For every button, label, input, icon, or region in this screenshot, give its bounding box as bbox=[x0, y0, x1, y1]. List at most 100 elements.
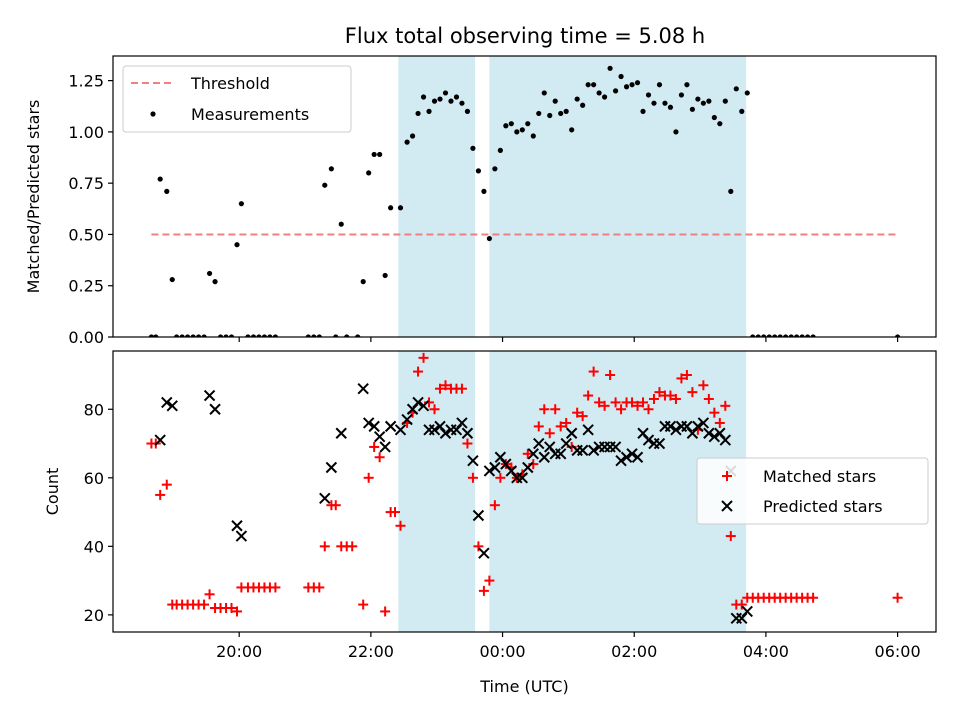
figure-title: Flux total observing time = 5.08 h bbox=[345, 24, 705, 48]
measurement-point bbox=[629, 82, 635, 88]
measurement-point bbox=[377, 151, 383, 158]
matched-star-point bbox=[161, 479, 172, 490]
measurement-point bbox=[673, 129, 679, 135]
matched-star-point bbox=[648, 393, 659, 404]
matched-star-point bbox=[522, 448, 533, 459]
measurement-point bbox=[799, 334, 805, 337]
measurement-point bbox=[437, 96, 443, 102]
bottom-x-tick-label: 22:00 bbox=[348, 642, 394, 661]
measurement-point bbox=[525, 121, 531, 127]
measurement-point bbox=[640, 108, 646, 114]
measurement-point bbox=[706, 98, 712, 104]
measurement-point bbox=[695, 96, 701, 102]
measurement-point bbox=[497, 147, 503, 153]
predicted-star-point bbox=[166, 400, 178, 412]
bottom-plot-area bbox=[146, 352, 903, 624]
top-y-axis-label: Matched/Predicted stars bbox=[24, 100, 43, 294]
predicted-star-point bbox=[703, 427, 715, 439]
matched-star-point bbox=[676, 373, 687, 384]
top-panel: 0.00 0.25 0.50 0.75 1.00 1.25 Matched/Predicte… bbox=[24, 55, 937, 347]
predicted-star-point bbox=[609, 441, 622, 453]
measurement-point bbox=[536, 110, 542, 117]
measurement-point bbox=[217, 334, 224, 337]
measurement-point bbox=[481, 188, 487, 194]
measurement-point bbox=[272, 334, 279, 337]
matched-star-point bbox=[314, 582, 325, 593]
measurement-point bbox=[733, 86, 739, 92]
measurement-point bbox=[185, 334, 191, 337]
matched-star-point bbox=[605, 369, 616, 380]
predicted-star-point bbox=[362, 417, 375, 429]
matched-star-point bbox=[594, 397, 605, 408]
legend-predicted-swatch bbox=[721, 500, 733, 512]
measurement-point bbox=[366, 170, 372, 176]
predicted-star-point bbox=[565, 427, 578, 439]
matched-star-point bbox=[319, 541, 330, 552]
measurement-point bbox=[678, 92, 685, 98]
measurement-point bbox=[788, 334, 794, 337]
measurement-point bbox=[772, 334, 778, 337]
legend-matched-swatch bbox=[722, 471, 732, 481]
predicted-star-point bbox=[516, 472, 529, 484]
measurement-point bbox=[514, 129, 520, 135]
predicted-star-point bbox=[489, 461, 501, 474]
measurement-point bbox=[256, 334, 262, 337]
measurement-point bbox=[316, 334, 322, 337]
measurement-point bbox=[634, 80, 641, 86]
matched-star-point bbox=[155, 489, 166, 500]
measurement-point bbox=[612, 88, 619, 94]
measurement-point bbox=[409, 133, 416, 139]
legend-measurements-label: Measurements bbox=[191, 105, 309, 124]
predicted-star-point bbox=[527, 448, 539, 460]
matched-star-point bbox=[687, 387, 698, 398]
predicted-star-point bbox=[335, 427, 347, 439]
measurement-point bbox=[547, 112, 553, 119]
measurement-point bbox=[261, 334, 268, 337]
measurement-point bbox=[591, 82, 597, 88]
matched-star-point bbox=[561, 417, 572, 428]
top-y-tick-label: 0.75 bbox=[68, 174, 104, 193]
top-y-tick-label: 0.00 bbox=[68, 328, 104, 347]
matched-star-point bbox=[736, 599, 747, 610]
predicted-star-point bbox=[697, 417, 710, 429]
measurement-point bbox=[267, 334, 273, 337]
predicted-star-point bbox=[401, 413, 413, 426]
bottom-x-tick-label: 02:00 bbox=[611, 642, 657, 661]
measurement-point bbox=[238, 201, 244, 207]
matched-star-point bbox=[698, 380, 709, 391]
matched-star-point bbox=[670, 393, 681, 404]
predicted-star-point bbox=[203, 389, 216, 402]
matched-star-point bbox=[703, 393, 714, 404]
measurement-point bbox=[174, 334, 180, 337]
bottom-axes-frame bbox=[112, 350, 937, 633]
predicted-star-point bbox=[560, 437, 572, 450]
measurement-point bbox=[569, 127, 575, 133]
predicted-star-point bbox=[522, 461, 534, 474]
matched-star-point bbox=[270, 582, 281, 593]
measurement-point bbox=[459, 100, 465, 106]
matched-star-point bbox=[555, 421, 566, 432]
measurement-point bbox=[157, 176, 163, 182]
predicted-star-point bbox=[384, 420, 397, 433]
measurement-point bbox=[805, 334, 811, 337]
predicted-star-point bbox=[472, 509, 485, 522]
matched-star-point bbox=[478, 585, 489, 596]
matched-star-point bbox=[456, 383, 467, 394]
measurement-point bbox=[228, 334, 235, 337]
measurement-point bbox=[328, 166, 334, 172]
measurement-point bbox=[464, 108, 471, 114]
matched-star-point bbox=[440, 380, 451, 391]
measurement-point bbox=[344, 334, 350, 337]
matched-star-point bbox=[550, 404, 561, 415]
matched-star-point bbox=[363, 472, 374, 483]
top-y-tick-label: 0.25 bbox=[68, 277, 104, 296]
predicted-star-point bbox=[692, 420, 704, 433]
measurement-point bbox=[486, 235, 492, 242]
measurement-point bbox=[596, 90, 602, 96]
matched-star-point bbox=[627, 397, 638, 408]
predicted-star-point bbox=[538, 451, 550, 463]
matched-star-point bbox=[588, 366, 599, 377]
matched-star-point bbox=[226, 603, 237, 614]
predicted-star-point bbox=[670, 424, 682, 436]
measurement-point bbox=[164, 188, 170, 194]
